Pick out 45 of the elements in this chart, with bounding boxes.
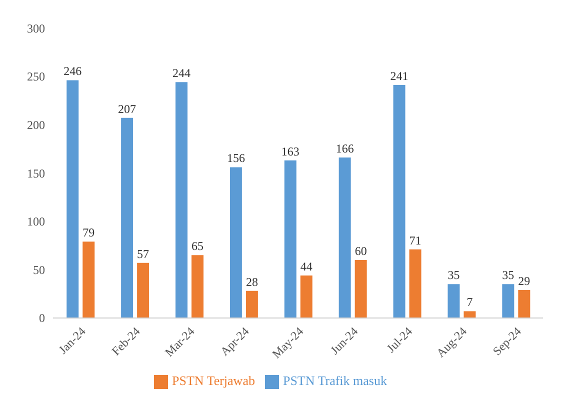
data-label: 163 (281, 144, 300, 158)
data-label: 35 (502, 268, 514, 282)
legend-label: PSTN Terjawab (172, 372, 255, 388)
bar (409, 249, 422, 318)
bar (121, 118, 134, 318)
data-label: 241 (390, 69, 408, 84)
bar (66, 80, 79, 318)
bar (518, 290, 530, 318)
data-label: 71 (409, 233, 422, 248)
y-tick-label: 200 (27, 118, 45, 132)
bar (502, 284, 514, 318)
data-label: 166 (336, 142, 354, 156)
y-tick-label: 300 (27, 21, 45, 36)
bar (354, 260, 367, 318)
bar (284, 160, 296, 318)
bar (82, 242, 95, 318)
bar (176, 82, 188, 318)
data-label: 29 (518, 274, 530, 288)
data-label: 28 (246, 274, 258, 289)
bar (230, 167, 242, 318)
bar (393, 85, 406, 318)
data-label: 7 (466, 295, 473, 310)
data-label: 57 (137, 246, 150, 261)
bar (300, 275, 312, 318)
y-tick-label: 250 (27, 70, 45, 84)
data-label: 65 (192, 239, 204, 254)
data-label: 207 (118, 102, 136, 116)
y-tick-label: 150 (27, 166, 45, 180)
data-label: 244 (172, 66, 190, 80)
data-label: 79 (82, 226, 95, 240)
y-tick-label: 100 (27, 214, 45, 229)
bar (246, 290, 258, 318)
bar (338, 158, 351, 318)
legend-label: PSTN Trafik masuk (282, 372, 387, 388)
y-tick-label: 0 (39, 311, 45, 326)
data-label: 246 (64, 64, 82, 78)
bar (464, 311, 476, 318)
data-label: 44 (300, 259, 312, 274)
data-label: 156 (226, 151, 245, 166)
data-label: 60 (354, 244, 367, 258)
data-label: 35 (448, 268, 460, 282)
bar (448, 284, 460, 318)
bar (192, 255, 204, 318)
bar (137, 262, 150, 318)
y-tick-label: 50 (33, 262, 45, 277)
